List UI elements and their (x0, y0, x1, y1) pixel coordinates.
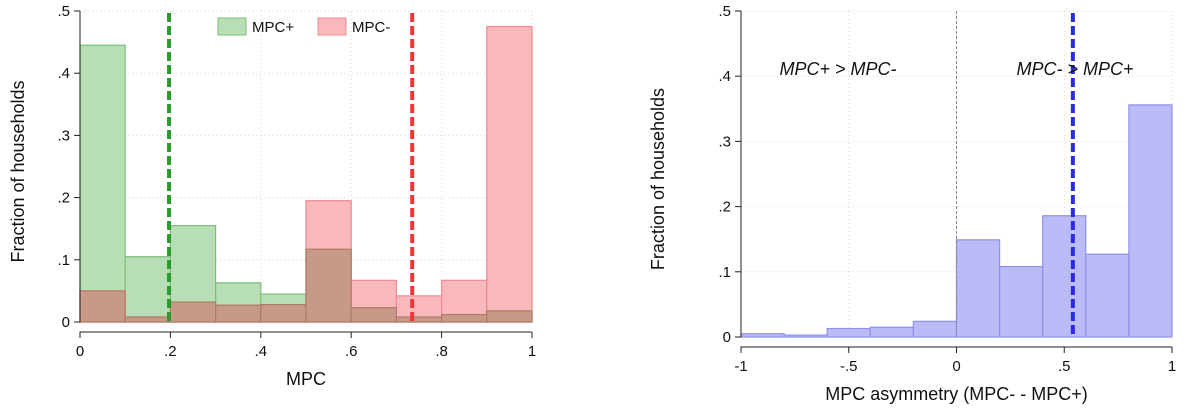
y-tick-label: 0 (723, 329, 731, 346)
x-tick-label: -.5 (840, 358, 858, 375)
bar-4 (912, 320, 958, 338)
mpc-histogram-panel: 0 .1 .2 .3 .4 .5 0 .2 .4 .6 .8 1 MPC Fraction of hous… (8, 3, 536, 389)
bar-0 (740, 333, 785, 338)
annotation-label: MPC- > MPC+ (1017, 59, 1134, 79)
bar-overlap-0 (79, 290, 126, 323)
x-axis-title: MPC asymmetry (MPC- - MPC+) (825, 384, 1088, 404)
bar-overlap-8 (441, 313, 488, 323)
y-tick-label: .2 (718, 199, 731, 216)
x-tick-label: 0 (76, 343, 84, 360)
bar-overlap-1 (124, 316, 171, 323)
bar-MPCminus-9 (486, 25, 533, 323)
bar-6 (998, 265, 1044, 338)
bar-3 (869, 326, 914, 338)
legend-swatch-0 (217, 17, 247, 36)
y-tick-label: .5 (718, 3, 731, 20)
bar-7 (1042, 215, 1087, 338)
x-tick-label: 1 (528, 343, 536, 360)
mpc-asymmetry-histogram-panel: 0 .1 .2 .3 .4 .5 -1 -.5 0 .5 1 MPC asymmetry (MPC- … (648, 3, 1176, 404)
bar-MPCplus-1 (124, 256, 171, 323)
y-tick-label: .1 (57, 252, 70, 269)
x-axis-title: MPC (286, 369, 326, 389)
y-tick-label: .1 (718, 264, 731, 281)
bar-overlap-4 (260, 303, 307, 323)
bar-8 (1085, 253, 1130, 338)
y-tick-label: .4 (57, 65, 70, 82)
bar-1 (783, 334, 828, 338)
y-axis-title: Fraction of households (8, 80, 28, 262)
bar-MPCplus-0 (79, 44, 126, 323)
y-tick-label: .5 (57, 3, 70, 20)
legend: MPC+ MPC- (217, 17, 390, 36)
x-tick-label: -1 (734, 358, 747, 375)
y-tick-label: .2 (57, 190, 70, 207)
x-tick-label: .2 (164, 343, 177, 360)
x-tick-label: .8 (435, 343, 448, 360)
bar-9 (1128, 104, 1173, 338)
x-tick-label: 1 (1168, 358, 1176, 375)
x-tick-label: 0 (952, 358, 960, 375)
bar-overlap-5 (305, 248, 352, 323)
y-tick-label: .3 (718, 133, 731, 150)
bar-5 (955, 239, 1001, 338)
annotation-label: MPC+ > MPC- (779, 59, 896, 79)
legend-label-0: MPC+ (252, 19, 294, 36)
bar-overlap-2 (169, 301, 217, 323)
legend-swatch-1 (317, 17, 347, 36)
bar-overlap-7 (395, 316, 443, 323)
bar-overlap-3 (215, 304, 262, 323)
x-tick-label: .5 (1058, 358, 1071, 375)
y-tick-label: .3 (57, 127, 70, 144)
legend-label-1: MPC- (352, 19, 390, 36)
bar-overlap-6 (350, 307, 398, 323)
x-tick-label: .6 (345, 343, 358, 360)
y-tick-label: 0 (62, 314, 70, 331)
bar-2 (826, 327, 871, 338)
x-tick-label: .4 (255, 343, 268, 360)
y-axis-title: Fraction of households (648, 88, 668, 270)
bar-overlap-9 (486, 310, 533, 323)
y-tick-label: .4 (718, 68, 731, 85)
